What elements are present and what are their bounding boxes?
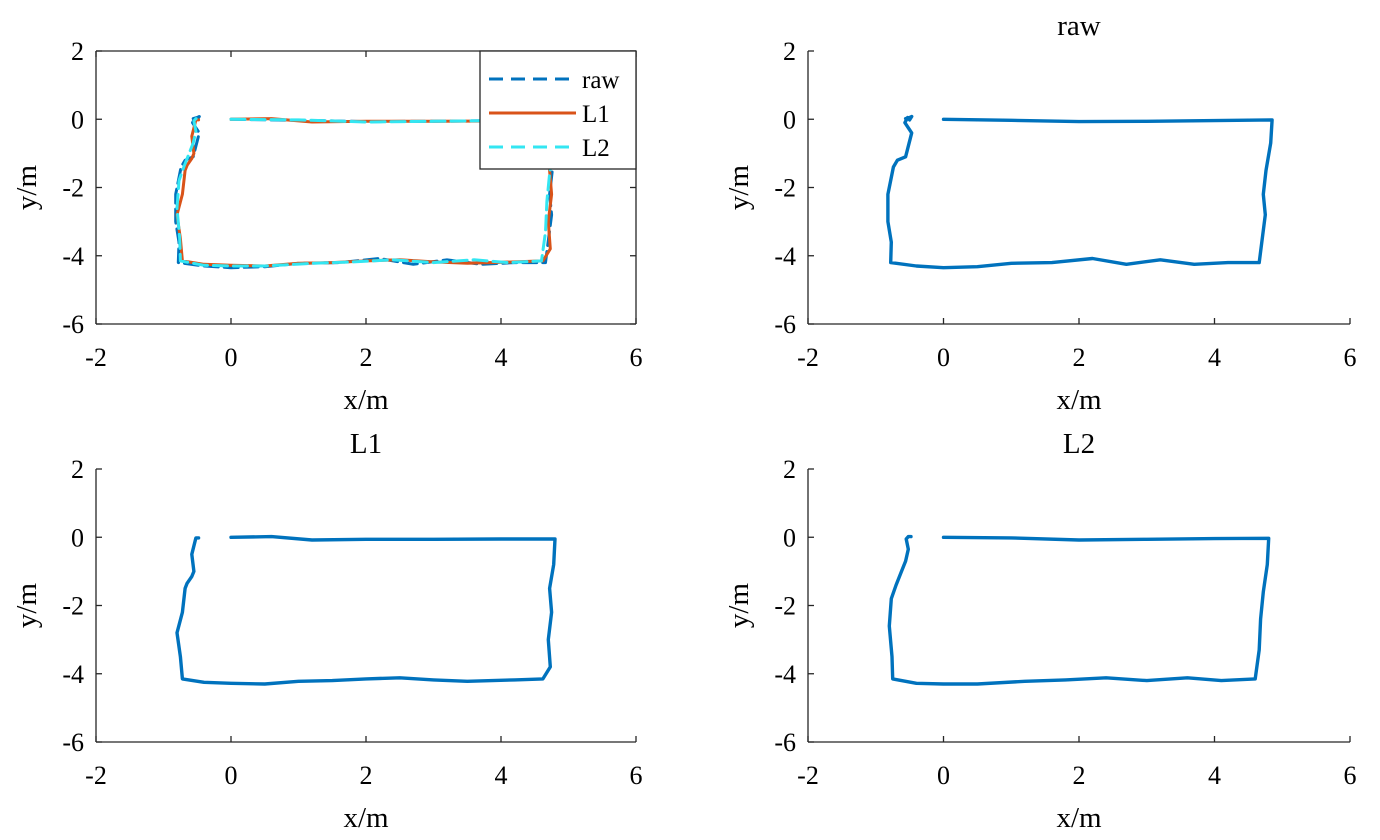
- x-tick-label: 0: [225, 761, 238, 790]
- y-axis-label: y/m: [11, 583, 43, 629]
- y-tick-label: 0: [783, 105, 796, 134]
- legend: raw L1 L2: [479, 50, 637, 170]
- panel-title: L1: [350, 428, 382, 460]
- x-tick-label: 4: [1208, 761, 1221, 790]
- series-line-l1: [175, 534, 557, 686]
- y-axis-label: y/m: [11, 165, 43, 211]
- x-axis-label: x/m: [1056, 802, 1102, 834]
- y-tick-label: 2: [71, 37, 84, 66]
- y-tick-label: -4: [62, 660, 84, 689]
- legend-box: [479, 50, 637, 170]
- y-tick-label: 2: [783, 455, 796, 484]
- x-tick-label: 4: [1208, 343, 1221, 372]
- x-tick-label: 6: [630, 343, 643, 372]
- y-tick-label: 0: [71, 105, 84, 134]
- x-tick-label: 2: [1073, 343, 1086, 372]
- x-axis-label: x/m: [343, 802, 389, 834]
- panel-2: -2 0 2 4 6 2 0 -2 -4 -6 x/m y/m raw: [723, 10, 1357, 416]
- x-tick-label: -2: [85, 761, 107, 790]
- x-tick-label: 0: [225, 343, 238, 372]
- y-tick-label: -6: [62, 310, 84, 339]
- x-axis-label: x/m: [343, 384, 389, 416]
- y-tick-label: -6: [774, 310, 796, 339]
- y-tick-label: 0: [71, 523, 84, 552]
- legend-label-L1: L1: [582, 101, 610, 128]
- y-tick-label: -2: [774, 174, 796, 203]
- y-axis-label: y/m: [723, 165, 755, 211]
- y-tick-label: -6: [62, 728, 84, 757]
- y-tick-label: -4: [62, 242, 84, 271]
- y-tick-label: 2: [71, 455, 84, 484]
- panel-3: -2 0 2 4 6 2 0 -2 -4 -6 x/m y/m L1: [11, 428, 643, 834]
- series-line-raw: [886, 114, 1274, 270]
- panel-4: -2 0 2 4 6 2 0 -2 -4 -6 x/m y/m L2: [723, 428, 1357, 834]
- x-tick-label: 6: [630, 761, 643, 790]
- x-tick-label: 2: [360, 343, 373, 372]
- legend-label-L2: L2: [582, 135, 610, 162]
- panel-title: L2: [1063, 428, 1095, 460]
- y-tick-label: -6: [774, 728, 796, 757]
- x-tick-label: 2: [360, 761, 373, 790]
- y-tick-label: 2: [783, 37, 796, 66]
- y-tick-label: 0: [783, 523, 796, 552]
- x-tick-label: 2: [1073, 761, 1086, 790]
- x-tick-label: 6: [1344, 343, 1357, 372]
- x-tick-label: 0: [937, 343, 950, 372]
- x-tick-label: 4: [495, 343, 508, 372]
- x-tick-label: 4: [495, 761, 508, 790]
- x-tick-label: -2: [85, 343, 107, 372]
- x-tick-label: -2: [797, 761, 819, 790]
- x-tick-label: 6: [1344, 761, 1357, 790]
- y-tick-label: -2: [62, 592, 84, 621]
- panel-1: -2 0 2 4 6 2 0 -2 -4 -6 x/m y/m raw L1 L2: [11, 37, 643, 416]
- x-tick-label: 0: [937, 761, 950, 790]
- y-tick-label: -2: [774, 592, 796, 621]
- y-tick-label: -2: [62, 174, 84, 203]
- y-axis-label: y/m: [723, 583, 755, 629]
- x-axis-label: x/m: [1056, 384, 1102, 416]
- series-line-l2: [887, 534, 1271, 686]
- y-tick-label: -4: [774, 660, 796, 689]
- panel-title: raw: [1057, 10, 1101, 42]
- legend-label-raw: raw: [582, 67, 619, 94]
- x-tick-label: -2: [797, 343, 819, 372]
- y-tick-label: -4: [774, 242, 796, 271]
